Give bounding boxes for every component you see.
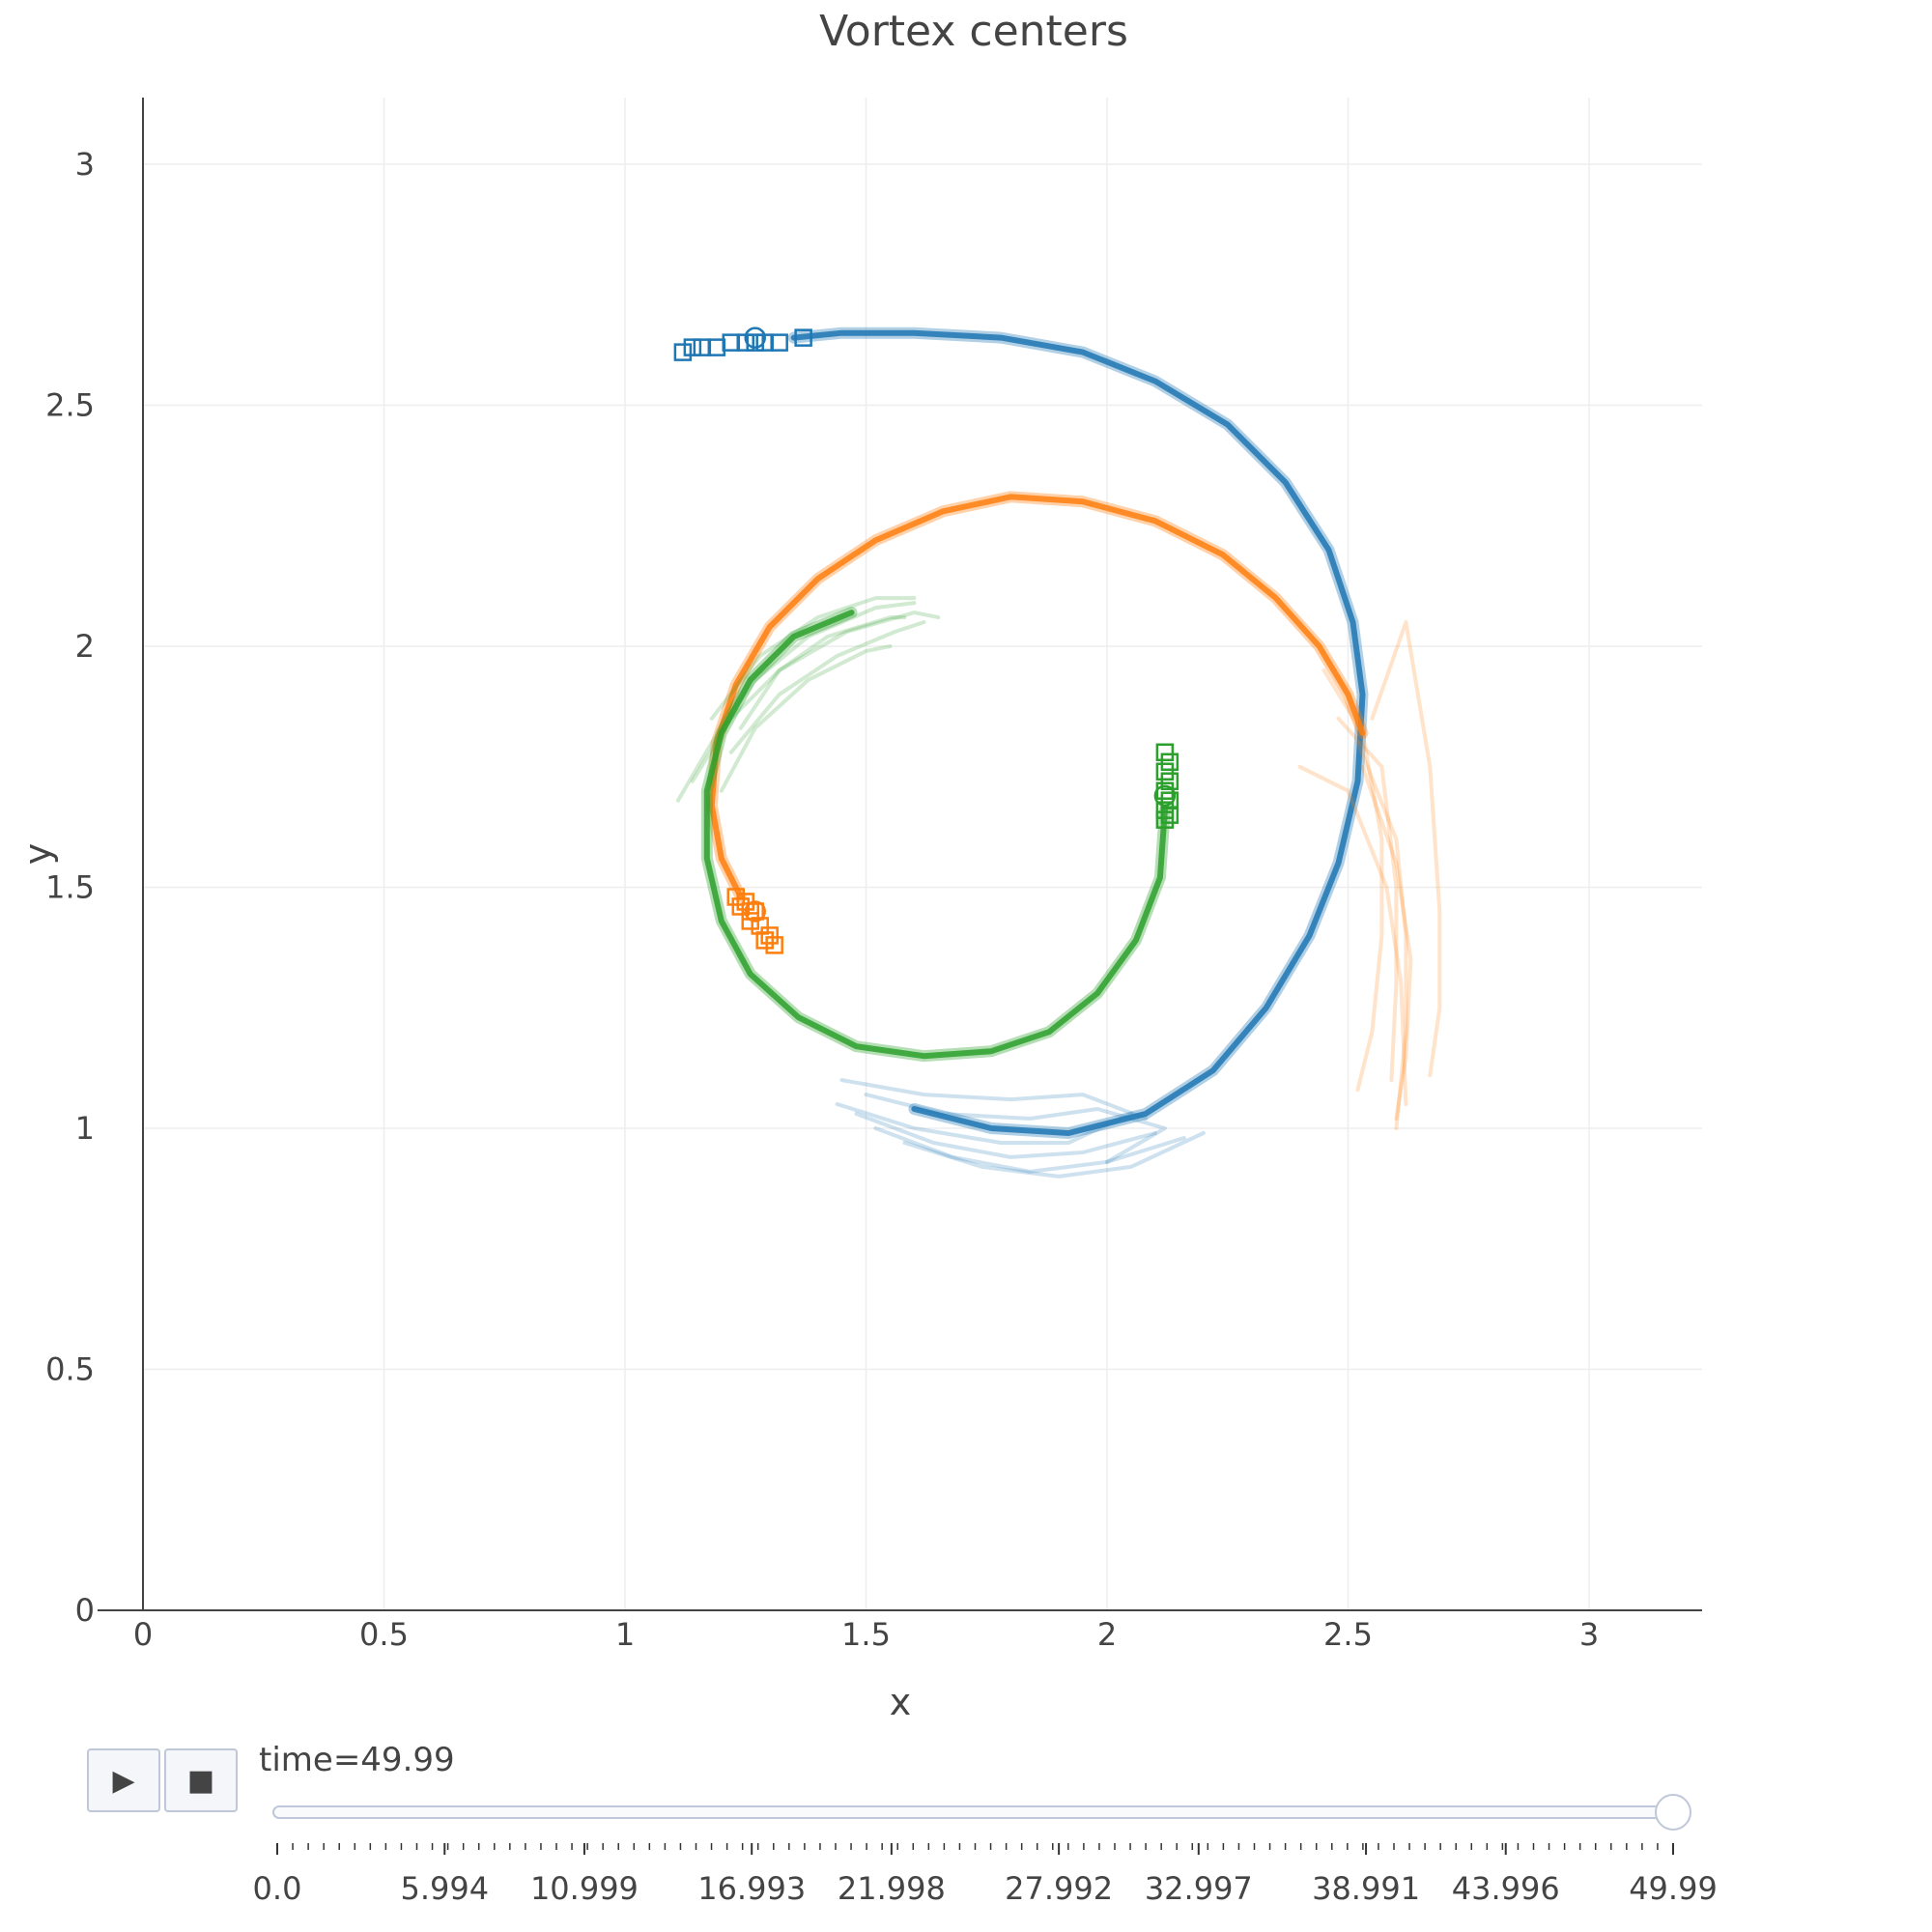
slider-tick-label: 27.992 [1005,1870,1113,1907]
series-3-trail-1 [675,601,917,803]
series-2-point [760,926,779,945]
slider-tick-label: 0.0 [253,1870,302,1907]
series-1-point [722,333,741,352]
series-3-path [703,610,1168,1060]
series-2-point [726,888,746,906]
series-3-trail-4 [719,644,893,793]
series-2-trail-2 [1336,716,1399,1083]
play-button[interactable]: ▶ [87,1748,160,1812]
y-tick-label: 0 [75,1592,95,1629]
series-1-point [673,343,693,361]
series-2-path-halo [705,491,1369,903]
slider-tick-label: 16.993 [697,1870,806,1907]
plot-area[interactable] [673,327,1442,1179]
series-2-point [765,936,783,954]
series-3-trail-5 [709,596,917,721]
slider-current-value: time=49.99 [259,1741,455,1779]
slider-handle[interactable] [1655,1794,1691,1831]
series-2-trail-3 [1297,764,1408,1106]
y-tick-label: 2.5 [45,387,95,424]
time-slider[interactable]: time=49.99 0.0 5.994 10.999 16.993 21.998 27.… [253,1741,1718,1907]
series-2-path [708,494,1366,900]
series-3-point [1155,810,1175,829]
series-1-path [790,329,1366,1136]
x-tick-label: 2 [1097,1616,1117,1653]
series-3 [675,596,1179,1063]
series-3-point [1160,753,1179,772]
slider-ticks: 0.0 5.994 10.999 16.993 21.998 27.992 32.997 38… [253,1843,1718,1907]
slider-tick-label: 32.997 [1145,1870,1253,1907]
series-3-trail-6 [738,615,907,730]
slider-tick-label: 38.991 [1312,1870,1420,1907]
play-icon: ▶ [112,1763,135,1798]
series-3-point [1155,743,1175,762]
x-tick-label: 0.5 [359,1616,409,1653]
y-tick-label: 2 [75,628,95,665]
slider-tick-label: 43.996 [1452,1870,1560,1907]
series-1-point [683,338,702,356]
series-1-point [693,338,712,356]
x-tick-label: 3 [1579,1616,1599,1653]
slider-tick-label: 21.998 [838,1870,946,1907]
x-tick-label: 1 [615,1616,635,1653]
y-tick-label: 3 [75,146,95,183]
series-1-trail-2 [854,1112,1157,1159]
series-2-trail-5 [1370,620,1442,1078]
slider-rail[interactable] [272,1805,1673,1819]
y-tick-label: 1 [75,1110,95,1147]
series-1 [673,327,1369,1179]
stop-icon: ■ [186,1763,215,1798]
series-1-point [794,328,812,347]
series-2-trail-6 [1360,764,1413,1121]
series-1-point [770,333,788,352]
series-1-current-point [744,327,766,349]
series-2-current-point [744,900,766,923]
series-3-point [1160,806,1179,824]
stop-button[interactable]: ■ [164,1748,238,1812]
series-1-trail-1 [835,1102,1133,1145]
series-3-point [1155,801,1175,819]
series-3-point [1155,762,1175,781]
x-tick-label: 2.5 [1323,1616,1373,1653]
chart-title: Vortex centers [819,7,1128,56]
series-2-point [755,931,774,950]
x-tick-label: 1.5 [841,1616,891,1653]
y-axis-title: y [16,843,59,866]
x-tick-label: 0 [133,1616,153,1653]
slider-tick-label: 49.99 [1629,1870,1718,1907]
series-2-trail-4 [1355,740,1408,1130]
series-3-point [1160,772,1179,790]
series-1-trail-3 [873,1126,1186,1174]
grid-lines [143,98,1702,1610]
y-tick-label: 0.5 [45,1351,95,1388]
x-axis-title: x [890,1681,912,1723]
series-1-trail-4 [902,1131,1206,1179]
y-tick-labels: 0 0.5 1 1.5 2 2.5 3 [45,146,95,1629]
slider-tick-label: 5.994 [400,1870,489,1907]
series-3-current-point [1153,784,1177,807]
slider-tick-label: 10.999 [530,1870,639,1907]
series-1-point [707,338,726,356]
axes [98,98,1702,1611]
series-1-trail-6 [839,1078,1148,1121]
series-2-point [746,902,764,921]
series-3-trail-3 [728,620,926,754]
x-tick-labels: 0 0.5 1 1.5 2 2.5 3 [133,1616,1599,1653]
y-tick-label: 1.5 [45,869,95,906]
